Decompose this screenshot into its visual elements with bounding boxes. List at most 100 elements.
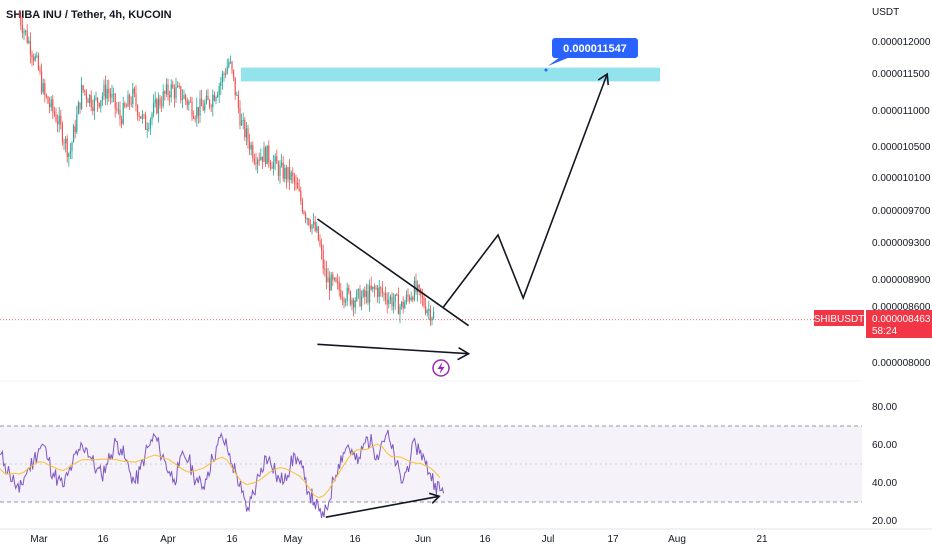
candle-body: [212, 94, 214, 108]
candle-body: [117, 109, 119, 111]
candle-body: [345, 301, 347, 303]
candle-body: [193, 116, 195, 119]
price-axis: 0.000012000 0.000011500 0.000011000 0.00001…: [872, 37, 931, 369]
candle-body: [180, 86, 182, 101]
candle-body: [175, 87, 177, 99]
candle-body: [138, 115, 140, 117]
candle-body: [34, 55, 36, 61]
candle-body: [69, 151, 71, 154]
candle-body: [242, 119, 244, 121]
candle-body: [58, 115, 60, 125]
candle-body: [93, 98, 95, 111]
candle-body: [349, 291, 351, 305]
candle-body: [113, 93, 115, 95]
candle-body: [255, 162, 257, 165]
candle-body: [151, 113, 153, 120]
candle-body: [199, 98, 201, 116]
candle-body: [397, 294, 399, 315]
candle-body: [194, 118, 196, 120]
time-tick-label: 17: [607, 534, 619, 545]
candle-body: [129, 95, 131, 104]
candle-body: [401, 301, 403, 307]
rsi-line: [0, 429, 445, 519]
candle-body: [249, 141, 251, 150]
ticker-price-tag: SHIBUSDT 0.000008463 58:24: [814, 310, 932, 338]
candle-body: [258, 159, 260, 161]
candle-body: [322, 251, 324, 269]
candle-body: [29, 40, 31, 55]
candle-body: [226, 66, 228, 74]
candle-body: [380, 287, 382, 289]
candle-body: [44, 83, 46, 95]
candle-body: [135, 93, 137, 106]
candle-body: [257, 159, 259, 165]
candle-body: [106, 89, 108, 99]
target-badge-label: 0.000011547: [563, 43, 627, 55]
candle-body: [354, 300, 356, 308]
target-badge-bg: [552, 38, 638, 58]
candle-body: [55, 114, 57, 122]
candle-body: [191, 101, 193, 117]
ticker-symbol-bg: [814, 310, 864, 326]
candle-body: [277, 163, 279, 176]
projection-path: [442, 73, 608, 308]
candle-body: [297, 183, 299, 189]
candle-body: [220, 82, 222, 86]
rsi-ma-line: [0, 443, 441, 499]
candle-body: [407, 294, 409, 297]
time-tick-label: 16: [97, 534, 109, 545]
candle-body: [409, 296, 411, 301]
candle-body: [23, 30, 25, 33]
candle-body: [404, 302, 406, 309]
candle-body: [241, 120, 243, 126]
candle-body: [37, 55, 39, 70]
candle-body: [100, 100, 102, 107]
candle-body: [289, 166, 291, 181]
candle-body: [65, 138, 67, 144]
ticker-price: 0.000008463: [872, 314, 931, 325]
candle-body: [343, 298, 345, 303]
candle-body: [213, 94, 215, 101]
candle-body: [330, 274, 332, 291]
pattern-layer: [316, 72, 609, 361]
candle-body: [28, 40, 30, 43]
candle-body: [260, 156, 262, 160]
candle-body: [300, 190, 302, 202]
lightning-icon[interactable]: [432, 359, 450, 377]
candle-body: [31, 54, 33, 58]
candle-body: [116, 108, 118, 110]
candle-body: [263, 147, 265, 162]
candle-body: [81, 85, 83, 109]
candle-body: [161, 105, 163, 107]
candle-body: [231, 61, 233, 70]
candle-body: [188, 101, 190, 105]
candle-body: [233, 69, 235, 78]
candle-body: [105, 84, 107, 99]
candle-body: [276, 156, 278, 164]
candle-body: [293, 175, 295, 183]
candle-body: [209, 100, 211, 107]
ticker-symbol: SHIBUSDT: [814, 314, 865, 325]
candle-body: [429, 309, 431, 321]
candle-body: [87, 99, 89, 103]
candle-body: [181, 98, 183, 101]
candle-body: [316, 226, 318, 231]
candle-body: [367, 291, 369, 303]
candle-body: [417, 284, 419, 293]
candle-body: [426, 310, 428, 314]
target-price-badge[interactable]: 0.000011547: [544, 38, 639, 72]
candle-body: [252, 145, 254, 159]
candle-body: [217, 94, 219, 97]
candle-body: [53, 111, 55, 115]
candle-body: [157, 98, 159, 114]
candle-body: [42, 83, 44, 93]
candle-body: [218, 85, 220, 95]
target-zone: [241, 67, 660, 82]
candle-body: [202, 106, 204, 111]
candle-body: [308, 218, 310, 225]
time-tick-label: May: [284, 534, 303, 545]
candle-body: [364, 290, 366, 297]
candle-body: [389, 296, 391, 300]
candle-body: [36, 55, 38, 57]
